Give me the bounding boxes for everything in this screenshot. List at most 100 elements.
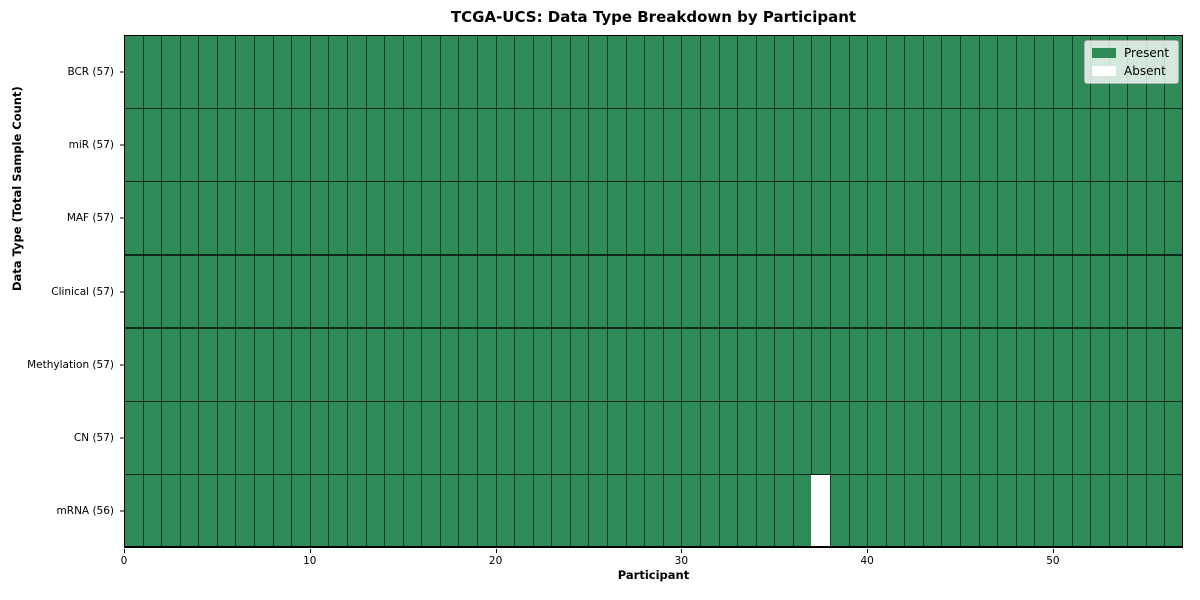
y-tick-mark <box>120 217 124 219</box>
legend-label: Absent <box>1124 64 1166 78</box>
x-tick-label-10: 10 <box>303 555 317 567</box>
grid-line-vertical <box>1034 35 1036 548</box>
grid-line-vertical <box>792 35 794 548</box>
grid-line-horizontal <box>124 473 1183 476</box>
legend-item-present: Present <box>1092 46 1169 60</box>
y-tick-mark <box>120 144 124 146</box>
grid-line-vertical <box>532 35 534 548</box>
grid-line-vertical <box>737 35 739 548</box>
grid-line-vertical <box>848 35 850 548</box>
grid-line-vertical <box>235 35 237 548</box>
grid-line-vertical <box>346 35 348 548</box>
grid-line-vertical <box>681 35 683 548</box>
y-tick-mark <box>120 71 124 73</box>
grid-line-vertical <box>514 35 516 548</box>
legend-swatch-absent <box>1092 66 1116 76</box>
y-axis: BCR (57) miR (57) MAF (57) Clinical (57) Met… <box>0 35 124 548</box>
grid-line-vertical <box>830 35 831 548</box>
y-tick-mark <box>120 291 124 292</box>
grid-line-vertical <box>402 35 404 548</box>
legend-label: Present <box>1124 46 1170 60</box>
grid-line-vertical <box>365 35 367 548</box>
x-tick-mark <box>681 549 683 553</box>
grid-line-vertical <box>699 35 701 548</box>
grid-line-vertical <box>625 35 627 548</box>
grid-line-vertical <box>254 35 256 548</box>
grid-line-vertical <box>811 35 813 548</box>
chart-title: TCGA-UCS: Data Type Breakdown by Partici… <box>450 8 857 26</box>
grid-line-vertical <box>309 35 311 548</box>
grid-line-horizontal <box>124 107 1183 110</box>
grid-line-vertical <box>662 35 664 548</box>
x-tick-mark <box>1052 549 1054 553</box>
grid-line-vertical <box>1015 35 1017 548</box>
grid-line-horizontal <box>124 254 1183 256</box>
grid-line-vertical <box>198 35 200 548</box>
plot-frame <box>124 35 1183 548</box>
y-tick-label-Methylation: Methylation (57) <box>27 358 114 371</box>
grid-line-vertical <box>179 35 181 548</box>
x-axis: 0 10 20 30 40 50 <box>120 548 1183 574</box>
x-tick-label-0: 0 <box>120 555 128 567</box>
grid-line-vertical <box>867 35 869 548</box>
grid-line-vertical <box>1052 35 1054 548</box>
x-tick-label-40: 40 <box>860 555 874 567</box>
grid-line-vertical <box>904 35 906 548</box>
grid-line-vertical <box>439 35 441 548</box>
y-tick-label-miR: miR (57) <box>68 138 114 151</box>
y-tick-mark <box>120 510 124 512</box>
y-tick-label-Clinical: Clinical (57) <box>51 285 114 298</box>
grid-line-vertical <box>495 35 497 548</box>
x-tick-mark <box>309 549 311 553</box>
grid-line-vertical <box>607 35 609 548</box>
legend-swatch-present <box>1092 48 1116 58</box>
grid-line-vertical <box>644 35 646 548</box>
grid-line-vertical <box>1071 35 1073 548</box>
legend-item-absent: Absent <box>1092 64 1169 78</box>
grid-line-vertical <box>588 35 590 548</box>
x-tick-mark <box>495 549 497 553</box>
absent-cell-mRNA-37 <box>811 474 830 548</box>
x-tick-label-20: 20 <box>488 555 503 567</box>
grid-line-horizontal <box>124 400 1183 403</box>
grid-line-vertical <box>755 35 757 548</box>
grid-line-vertical <box>941 35 943 548</box>
grid-line-vertical <box>384 35 386 548</box>
x-axis-title: Participant <box>617 568 690 582</box>
grid-line-vertical <box>774 35 776 548</box>
y-tick-mark <box>120 437 124 439</box>
y-tick-label-MAF: MAF (57) <box>66 212 114 225</box>
grid-line-vertical <box>421 35 423 548</box>
x-tick-label-30: 30 <box>674 555 689 567</box>
grid-line-vertical <box>1108 35 1110 548</box>
x-tick-label-50: 50 <box>1046 555 1060 567</box>
grid-line-vertical <box>458 35 460 548</box>
y-tick-mark <box>120 364 124 366</box>
grid-line-vertical <box>161 35 163 548</box>
legend: Present Absent <box>1084 40 1180 84</box>
grid-line-vertical <box>477 35 478 548</box>
y-tick-label-mRNA: mRNA (56) <box>56 505 114 518</box>
y-tick-label-CN: CN (57) <box>73 432 114 445</box>
grid-line-vertical <box>978 35 980 548</box>
grid-line-vertical <box>997 35 999 548</box>
grid-line-vertical <box>718 35 720 548</box>
grid-line-vertical <box>291 35 293 548</box>
x-tick-mark <box>867 549 869 553</box>
grid-line-vertical <box>551 35 553 548</box>
grid-line-vertical <box>960 35 962 548</box>
grid-line-vertical <box>272 35 274 548</box>
grid-line-vertical <box>1090 35 1092 548</box>
grid-line-vertical <box>328 35 330 548</box>
grid-line-vertical <box>1164 35 1166 548</box>
grid-line-vertical <box>885 35 887 548</box>
grid-line-horizontal <box>124 180 1183 183</box>
grid-line-vertical <box>1145 35 1147 548</box>
grid-line-horizontal <box>124 327 1183 329</box>
grid-line-vertical <box>569 35 571 548</box>
x-tick-mark <box>124 549 125 553</box>
grid-line-vertical <box>1127 35 1129 548</box>
grid-line-vertical <box>142 35 144 548</box>
plot-area <box>124 35 1183 548</box>
